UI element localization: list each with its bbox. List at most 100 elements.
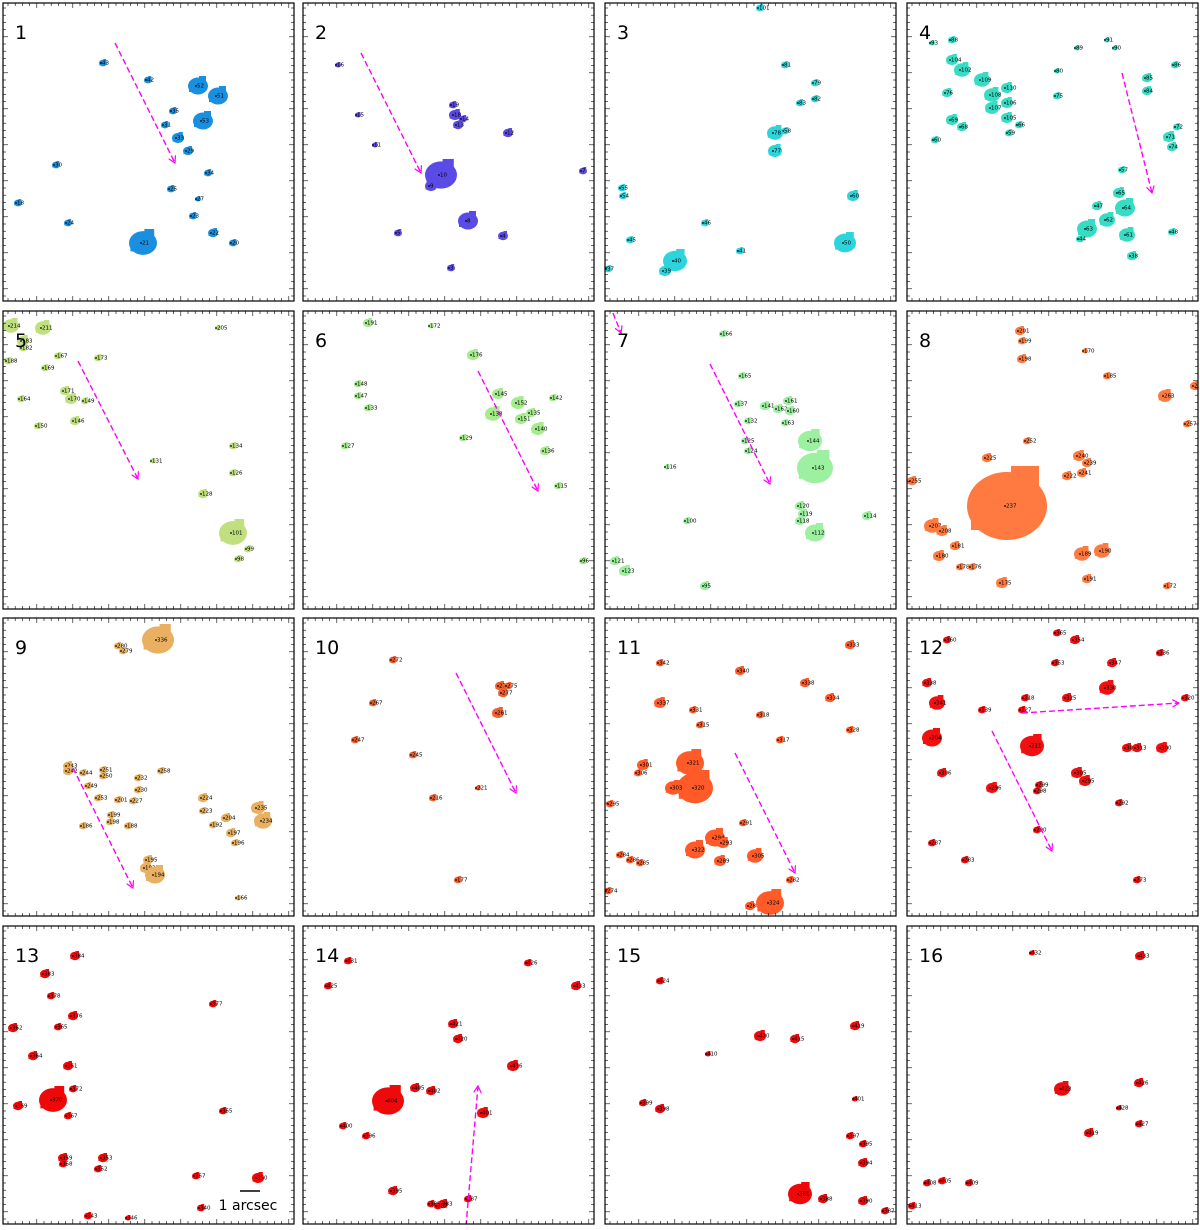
blob-part <box>415 1083 419 1087</box>
blob-part <box>1062 474 1067 479</box>
blob-part <box>667 464 670 467</box>
blob-part <box>1002 577 1007 582</box>
source-id: 146 <box>74 419 85 425</box>
source-id: 124 <box>747 449 758 455</box>
blob-part <box>507 1064 513 1070</box>
source-dot <box>452 114 454 116</box>
source-id: 211 <box>42 326 53 332</box>
source-id: 305 <box>754 854 765 860</box>
source-id: 109 <box>981 78 992 84</box>
source-dot <box>662 270 664 272</box>
blob-part <box>538 422 544 428</box>
blob-part <box>1001 101 1007 107</box>
blob-part <box>1134 1081 1139 1086</box>
source-dot <box>1172 64 1174 66</box>
blob-part <box>373 699 377 703</box>
blob-part <box>1087 458 1091 462</box>
source-dot <box>782 422 784 424</box>
source-id: 240 <box>1078 454 1089 460</box>
source-blob <box>410 1083 420 1093</box>
source-dot <box>455 879 457 881</box>
source-id: 224 <box>202 796 213 802</box>
blob-part <box>63 1153 67 1157</box>
source-id: 304 <box>931 736 942 742</box>
source-blob <box>1077 219 1097 238</box>
blob-part <box>853 190 858 195</box>
source-dot <box>145 859 147 861</box>
source-id: 8 <box>467 219 471 225</box>
source-dot <box>959 69 961 71</box>
source-blob <box>1074 546 1090 561</box>
source-id: 342 <box>659 661 670 667</box>
source-blob <box>619 565 631 577</box>
source-blob <box>665 780 681 795</box>
blob-part <box>172 136 178 142</box>
source-dot <box>53 164 55 166</box>
source-id: 41 <box>739 249 746 255</box>
source-blob <box>1167 142 1177 152</box>
source-dot <box>363 1135 365 1137</box>
source-blob <box>1015 326 1025 336</box>
source-dot <box>1116 802 1118 804</box>
blob-part <box>410 1086 415 1091</box>
source-blob <box>1099 680 1115 695</box>
source-dot <box>657 980 659 982</box>
source-id: 272 <box>392 658 403 664</box>
panel-number: 1 <box>15 22 27 44</box>
source-dot <box>35 425 37 427</box>
source-blob <box>1134 1078 1144 1088</box>
blob-part <box>75 951 79 955</box>
source-dot <box>65 1115 67 1117</box>
blob-part <box>1087 574 1091 578</box>
blob-part <box>65 397 71 403</box>
blob-part <box>389 1085 401 1098</box>
source-blob <box>515 413 527 425</box>
source-dot <box>1082 350 1084 352</box>
source-id: 127 <box>344 444 355 450</box>
source-blob <box>714 855 726 867</box>
source-dot <box>1169 146 1171 148</box>
source-id: 31 <box>164 123 171 129</box>
blob-part <box>45 364 49 368</box>
panel-number: 4 <box>919 22 931 44</box>
blob-part <box>58 1156 63 1161</box>
source-dot <box>1086 1132 1088 1134</box>
scale-bar-label: 1 arcsec <box>219 1198 278 1214</box>
blob-part <box>987 453 991 457</box>
source-id: 353 <box>1054 661 1065 667</box>
blob-part <box>8 357 12 361</box>
blob-part <box>1147 86 1151 90</box>
blob-part <box>863 1158 867 1162</box>
source-id: 15 <box>357 113 364 119</box>
source-id: 295 <box>609 802 620 808</box>
source-id: 175 <box>1001 581 1012 587</box>
source-id: 427 <box>1138 1122 1149 1128</box>
source-dot <box>792 1038 794 1040</box>
source-id: 283 <box>964 858 975 864</box>
source-id: 426 <box>527 961 538 967</box>
source-dot <box>1192 385 1194 387</box>
blob-part <box>1119 799 1123 803</box>
source-id: 60 <box>852 194 859 200</box>
source-dot <box>785 400 787 402</box>
panel-number: 5 <box>15 330 27 352</box>
blob-part <box>929 700 937 708</box>
blob-part <box>442 159 454 172</box>
source-dot <box>120 650 122 652</box>
blob-part <box>500 681 504 685</box>
blob-part <box>1127 743 1131 747</box>
source-dot <box>1054 632 1056 634</box>
blob-part <box>18 1101 22 1105</box>
blob-part <box>643 759 648 764</box>
blob-part <box>189 83 197 92</box>
source-id: 409 <box>968 1181 979 1187</box>
source-id: 359 <box>62 1156 73 1162</box>
source-id: 126 <box>232 471 243 477</box>
source-dot <box>812 532 814 534</box>
blob-part <box>665 785 673 793</box>
source-blob <box>1092 201 1102 211</box>
blob-part <box>927 678 931 682</box>
source-blob <box>795 516 805 526</box>
